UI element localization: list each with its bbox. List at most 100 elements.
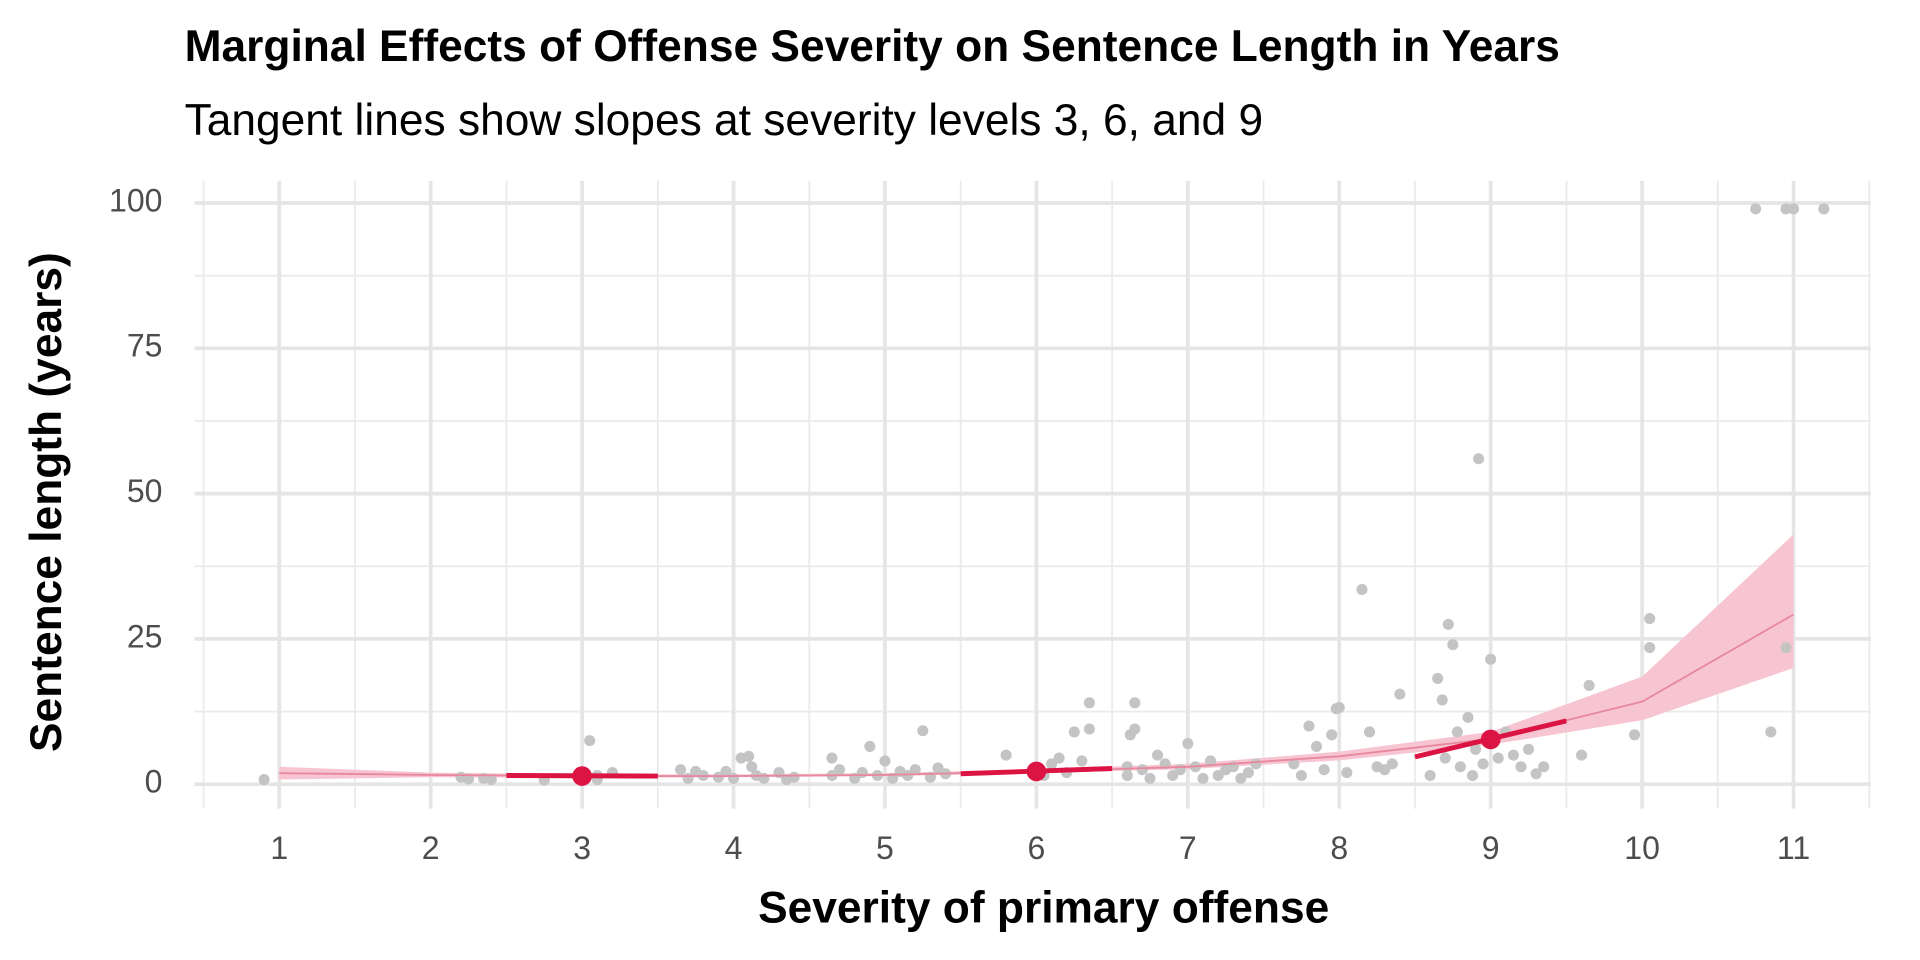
- data-point: [1364, 726, 1376, 738]
- data-point: [1174, 764, 1186, 776]
- data-point: [1068, 726, 1080, 738]
- data-point: [917, 725, 929, 737]
- data-point: [584, 735, 596, 747]
- data-point: [1507, 749, 1519, 761]
- data-point: [1076, 755, 1088, 767]
- data-point: [1197, 772, 1209, 784]
- data-point: [1454, 761, 1466, 773]
- data-point: [826, 752, 838, 764]
- tangent-point: [1480, 729, 1501, 750]
- data-point: [1394, 688, 1406, 700]
- data-point: [1212, 769, 1224, 782]
- data-point: [1326, 729, 1338, 741]
- x-tick-label: 11: [1777, 830, 1810, 866]
- chart-title: Marginal Effects of Offense Severity on …: [185, 22, 1560, 71]
- y-tick-label: 100: [109, 182, 162, 218]
- x-tick-label: 4: [725, 830, 743, 866]
- y-axis-label: Sentence length (years): [22, 252, 71, 752]
- y-tick-label: 25: [127, 618, 163, 654]
- data-point: [1470, 743, 1482, 755]
- data-point: [1121, 769, 1133, 782]
- data-point: [1451, 726, 1463, 738]
- data-point: [1083, 697, 1095, 709]
- data-point: [1386, 758, 1398, 770]
- data-point: [1492, 752, 1504, 764]
- data-point: [1136, 764, 1148, 776]
- data-point: [879, 755, 891, 767]
- x-tick-label: 7: [1179, 830, 1197, 866]
- plot-layer: [258, 203, 1830, 786]
- data-point: [1788, 203, 1800, 215]
- data-point: [1765, 726, 1777, 738]
- x-tick-label: 9: [1482, 830, 1500, 866]
- data-point: [1538, 761, 1550, 773]
- data-point: [1250, 758, 1262, 770]
- data-point: [1311, 740, 1323, 752]
- data-point: [1341, 767, 1353, 779]
- data-point: [932, 762, 944, 774]
- grid: [194, 180, 1871, 809]
- data-point: [1583, 679, 1595, 691]
- data-point: [864, 740, 876, 752]
- data-point: [1477, 758, 1489, 770]
- data-point: [1466, 769, 1479, 782]
- data-point: [1318, 764, 1330, 776]
- x-tick-label: 10: [1624, 830, 1660, 866]
- data-point: [1129, 723, 1141, 735]
- data-point: [758, 772, 770, 784]
- data-point: [720, 765, 732, 777]
- y-tick-label: 75: [127, 328, 163, 364]
- data-point: [728, 772, 740, 784]
- data-point: [258, 774, 270, 786]
- data-point: [1053, 752, 1065, 764]
- y-tick-label: 0: [145, 764, 163, 800]
- data-point: [1303, 720, 1315, 732]
- data-point: [463, 773, 475, 785]
- data-point: [1288, 758, 1300, 770]
- tangent-point: [572, 766, 592, 786]
- data-point: [1462, 711, 1474, 723]
- data-point: [1242, 767, 1254, 779]
- data-point: [1167, 769, 1179, 782]
- data-point: [1442, 618, 1454, 630]
- chart-subtitle: Tangent lines show slopes at severity le…: [185, 96, 1264, 145]
- data-point: [1083, 723, 1095, 735]
- data-point: [788, 771, 800, 783]
- data-point: [834, 764, 846, 776]
- data-point: [1356, 583, 1368, 596]
- data-point: [1447, 639, 1459, 651]
- data-point: [1379, 764, 1391, 776]
- x-tick-label: 1: [270, 830, 288, 866]
- data-point: [1436, 694, 1448, 706]
- tangent-point: [1026, 761, 1047, 782]
- x-tick-label: 3: [573, 830, 591, 866]
- data-point: [1439, 752, 1451, 764]
- data-point: [1629, 729, 1641, 741]
- data-point: [1046, 758, 1058, 770]
- data-point: [1121, 761, 1133, 773]
- data-point: [1000, 749, 1012, 761]
- data-point: [902, 769, 914, 782]
- data-point: [856, 767, 868, 779]
- data-point: [1576, 749, 1588, 761]
- y-tick-label: 50: [127, 473, 163, 509]
- x-tick-label: 5: [876, 830, 894, 866]
- data-point: [1295, 769, 1307, 782]
- data-point: [743, 750, 755, 762]
- data-point: [1144, 772, 1156, 784]
- data-point: [909, 764, 921, 776]
- data-point: [1473, 453, 1485, 465]
- data-point: [1205, 755, 1217, 767]
- data-point: [1780, 203, 1792, 215]
- data-point: [675, 764, 687, 776]
- data-point: [1644, 642, 1656, 654]
- data-point: [1780, 642, 1792, 654]
- data-point: [1523, 743, 1535, 755]
- data-point: [1235, 772, 1247, 784]
- data-point: [712, 771, 724, 783]
- data-point: [1129, 697, 1141, 709]
- data-point: [1333, 701, 1345, 714]
- data-point: [1515, 761, 1527, 773]
- x-tick-label: 6: [1028, 830, 1046, 866]
- data-point: [1644, 613, 1656, 625]
